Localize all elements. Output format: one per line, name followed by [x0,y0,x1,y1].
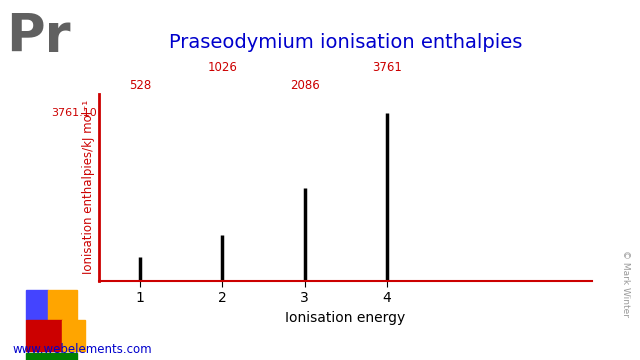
Bar [63,320,85,351]
Bar [48,290,77,320]
Y-axis label: Ionisation enthalpies/kJ mol⁻¹: Ionisation enthalpies/kJ mol⁻¹ [82,100,95,274]
Bar [26,353,77,360]
Bar [26,290,48,320]
Text: 2086: 2086 [290,79,319,92]
Text: 528: 528 [129,79,152,92]
Text: Pr: Pr [6,11,71,63]
Text: Praseodymium ionisation enthalpies: Praseodymium ionisation enthalpies [169,33,522,52]
X-axis label: Ionisation energy: Ionisation energy [285,311,406,325]
Text: 3761: 3761 [372,61,402,74]
Bar [26,320,63,351]
Text: 1026: 1026 [207,61,237,74]
Text: © Mark Winter: © Mark Winter [621,250,630,317]
Text: www.webelements.com: www.webelements.com [13,343,152,356]
Text: 3761.10: 3761.10 [51,108,97,118]
